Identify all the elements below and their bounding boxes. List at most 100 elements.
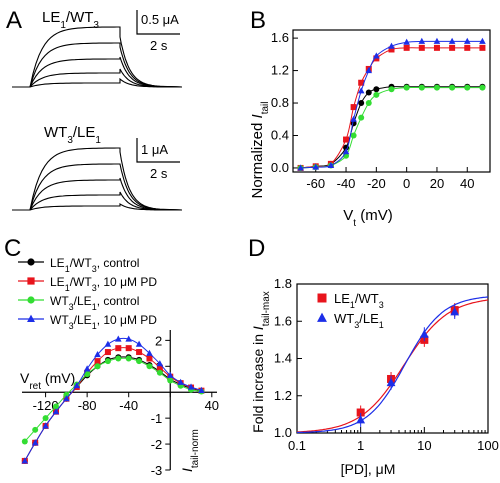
panel-b-series-line — [300, 47, 483, 169]
panel-a-bottom-scale-time: 2 s — [150, 166, 168, 181]
panel-c-data-point — [125, 355, 132, 362]
panel-c-data-point — [104, 340, 112, 347]
legend-label-part: 3 — [92, 264, 97, 274]
legend-label-part: /LE — [74, 313, 92, 327]
panel-d-data-point — [419, 329, 429, 338]
panel-c-data-point — [31, 439, 39, 446]
x-tick-label: 20 — [430, 176, 444, 191]
panel-c-data-point — [42, 422, 49, 429]
y-tick-label: 1.2 — [271, 63, 289, 78]
panel-a-top-trace — [29, 68, 183, 88]
panel-label-c: C — [4, 235, 21, 262]
x-tick-label: 0 — [403, 176, 410, 191]
legend-label-part: 3 — [92, 283, 97, 293]
panel-c-data-point — [32, 426, 39, 433]
panel-a-bottom-trace — [29, 191, 183, 211]
legend-label-part: WT — [50, 313, 69, 327]
panel-b-data-point — [350, 104, 357, 111]
panel-c-data-point — [125, 345, 132, 352]
legend-label-part: /LE — [359, 311, 379, 326]
panel-b-data-point — [418, 44, 425, 51]
panel-d-data-point — [450, 307, 460, 316]
x-tick-label: -80 — [78, 398, 97, 413]
panel-c-data-point — [156, 360, 164, 367]
panel-d-axes-frame — [296, 283, 489, 434]
panel-a-bottom-trace — [29, 203, 183, 211]
legend-label-part: , control — [97, 256, 140, 270]
legend-label-part: LE — [334, 291, 350, 306]
y-tick-label: 0.4 — [271, 127, 289, 142]
legend-label-part: 3 — [69, 321, 74, 331]
legend-label-part: 1 — [92, 302, 97, 312]
panel-c-data-point — [167, 377, 174, 384]
panel-c-data-point — [177, 378, 184, 385]
panel-c-data-point — [135, 340, 143, 347]
panel-c-data-point — [21, 438, 28, 445]
panel-c-data-point — [115, 355, 122, 362]
panel-c-data-point — [146, 363, 153, 370]
legend-label-part: 3 — [69, 302, 74, 312]
panel-a-bottom-trace — [29, 163, 183, 211]
panel-a-bottom-scale-current: 1 μA — [141, 142, 168, 157]
legend-label-part: 1 — [65, 283, 70, 293]
panel-d-ylabel: Fold increase in Itail-max — [250, 291, 272, 433]
panel-a-top-scalebar — [136, 10, 180, 35]
panel-c-data-point — [104, 349, 111, 356]
panel-a-top-scale-time: 2 s — [150, 38, 168, 53]
legend-label-part: , control — [97, 294, 140, 308]
panel-a-bottom-label: WT3/LE1 — [44, 124, 101, 146]
legend-label: LE1/WT3, 10 μM PD — [50, 275, 157, 293]
x-tick-label: 10 — [417, 438, 431, 453]
panel-b-data-point — [388, 42, 395, 49]
panel-b-data-point — [403, 38, 410, 45]
panel-d-fit-curve — [297, 296, 489, 434]
legend-label-part: 3 — [354, 320, 359, 330]
panel-a-top-trace — [29, 56, 183, 88]
legend-label-part: /WT — [70, 256, 93, 270]
legend-label-part: LE — [50, 256, 65, 270]
panel-c-data-point — [52, 408, 60, 415]
y-tick-label: 1.6 — [271, 30, 289, 45]
panel-b-data-point — [479, 37, 486, 44]
panel-a-traces — [12, 26, 183, 211]
panel-b-data-point — [418, 37, 426, 44]
panel-label-b: B — [250, 7, 266, 34]
legend-label: WT3/LE1, control — [50, 294, 139, 312]
legend-marker — [27, 258, 35, 266]
legend-label: WT3/LE1 — [334, 311, 384, 330]
panel-b-data-point — [403, 44, 410, 51]
panel-b-data-point — [463, 37, 471, 44]
y-tick-label: 1.0 — [274, 425, 292, 440]
panel-b-data-point — [342, 148, 350, 155]
panel-b-data-point — [343, 136, 350, 143]
panel-d-data-point — [386, 377, 396, 387]
panel-b-data-point — [448, 37, 456, 44]
legend-label-part: 1 — [350, 300, 355, 310]
panel-c-data-point — [63, 395, 70, 402]
y-tick-label: -2 — [151, 437, 163, 452]
legend-label-part: 1 — [92, 321, 97, 331]
panel-b-data-point — [350, 115, 357, 122]
legend-label: WT3/LE1, 10 μM PD — [50, 313, 157, 331]
legend-label-part: 1 — [65, 264, 70, 274]
panel-b-data-point — [479, 84, 486, 91]
panel-a-bottom-trace — [29, 177, 183, 211]
panel-b-data-point — [403, 84, 410, 91]
x-tick-label: 1 — [357, 438, 364, 453]
panel-b-data-point — [357, 87, 365, 94]
x-tick-label: 40 — [205, 398, 219, 413]
legend-label-part: WT — [334, 311, 354, 326]
y-tick-label: 0.8 — [271, 95, 289, 110]
panel-c-data-point — [187, 383, 195, 390]
panel-b-ylabel: Normalized Itail — [249, 102, 271, 199]
legend-label-part: /WT — [355, 291, 379, 306]
legend-label-part: , 10 μM PD — [97, 275, 158, 289]
legend-label-part: /LE — [74, 294, 92, 308]
legend-marker — [317, 312, 327, 322]
panel-c-data-point — [136, 358, 143, 365]
panel-b-data-point — [358, 100, 365, 107]
x-tick-label: -120 — [33, 398, 59, 413]
panel-label-a: A — [6, 7, 22, 34]
